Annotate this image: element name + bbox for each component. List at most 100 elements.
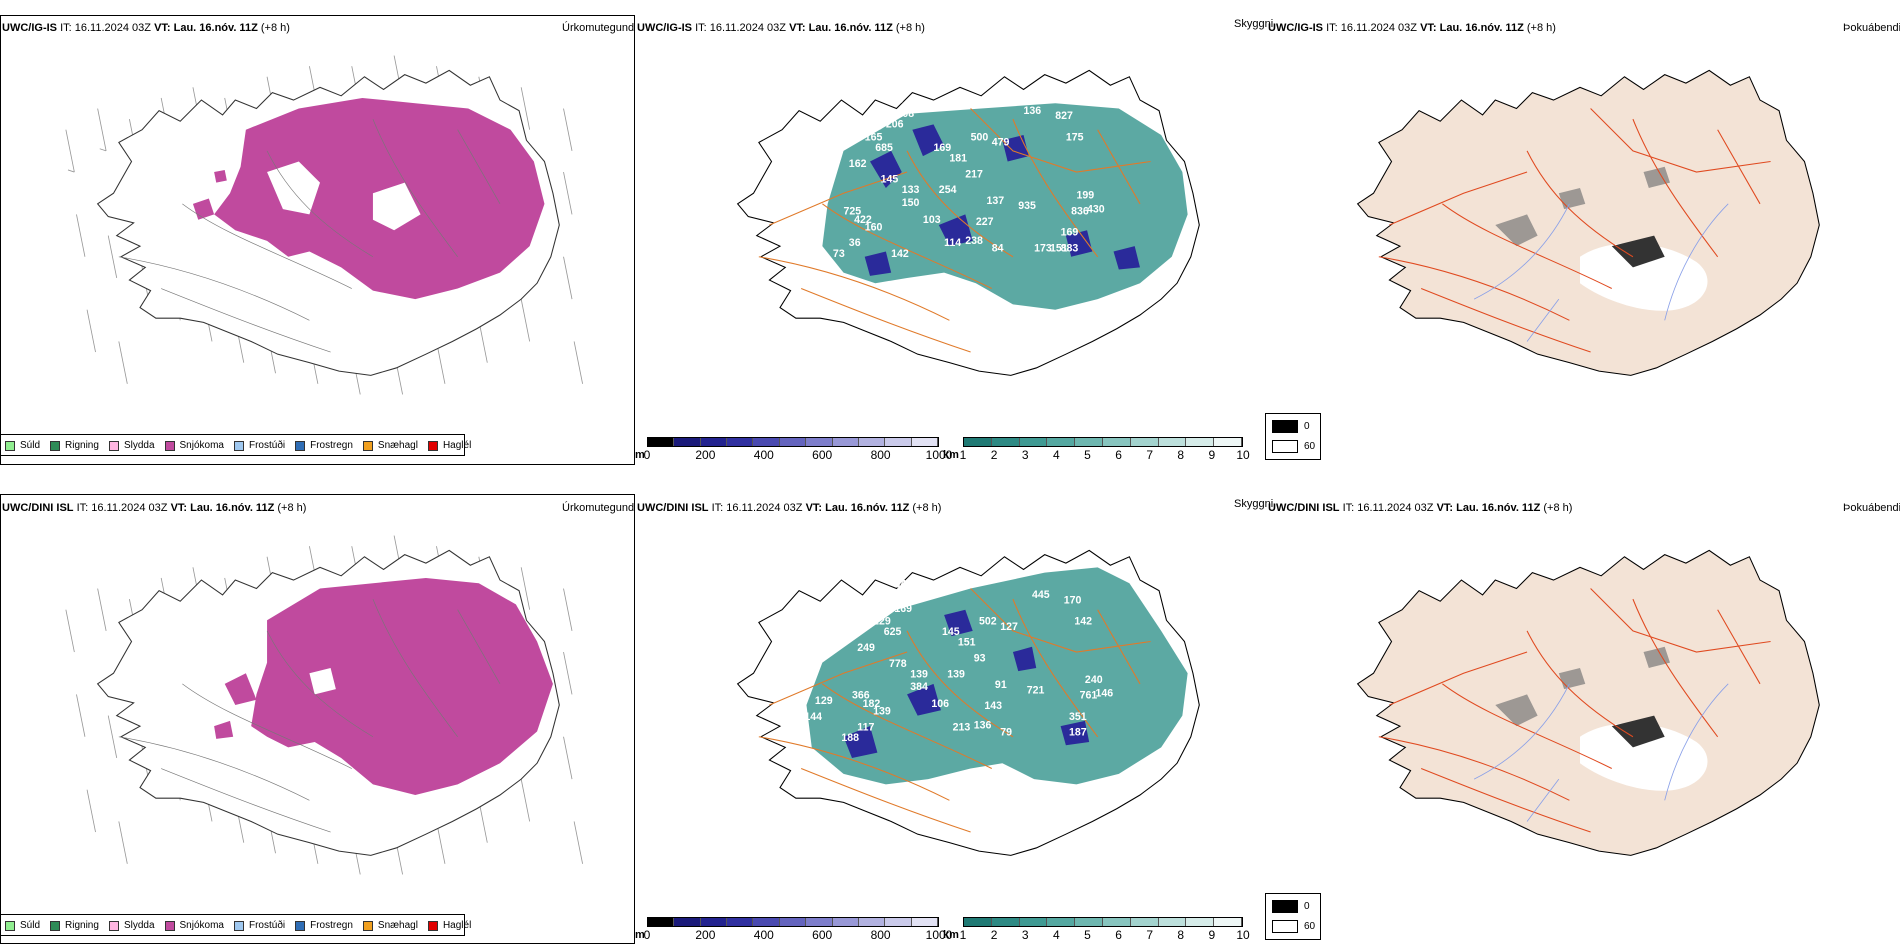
visibility-value: 143: [984, 700, 1002, 712]
visibility-value: 227: [976, 216, 994, 228]
height-colorbar-ticks: 0 200 400 600 800 1000: [643, 928, 953, 942]
visibility-value: 133: [902, 184, 920, 196]
visibility-value: 127: [1000, 621, 1018, 633]
colorbar-tick: 7: [1146, 448, 1153, 462]
visibility-value: 151: [1050, 242, 1068, 254]
km-colorbar-cells: [963, 437, 1243, 447]
height-colorbar-ticks: 0 200 400 600 800 1000: [643, 448, 953, 462]
km-colorbar-cells: [963, 917, 1243, 927]
panel-header: UWC/DINI ISL IT: 16.11.2024 03Z VT: Lau.…: [637, 502, 942, 514]
colorbar-tick: 2: [990, 448, 998, 462]
colorbar-tick: 1000: [925, 448, 953, 462]
visibility-value: 479: [992, 137, 1010, 149]
precip-panel-1: [0, 15, 635, 465]
visibility-value: 169: [934, 142, 952, 154]
visibility-value: 269: [886, 94, 904, 106]
colorbar-tick: 10: [1236, 448, 1250, 462]
visibility-value: 170: [1064, 594, 1082, 606]
visibility-value: 502: [979, 616, 997, 628]
colorbar-tick: 1: [959, 448, 967, 462]
visibility-value: 139: [873, 706, 891, 718]
colorbar-tick: 200: [695, 928, 716, 942]
visibility-value: 206: [886, 119, 904, 131]
km-colorbar: km 1 2 3 4 5 6 7 8 9 10: [943, 437, 1250, 467]
colorbar-tick: 600: [812, 928, 833, 942]
visibility-value: 169: [894, 603, 912, 615]
visibility-value: 114: [944, 237, 961, 249]
legend-item-frostudi: Frostúði: [233, 440, 285, 451]
visibility-title: Skyggni: [1234, 498, 1274, 510]
panel-header: UWC/DINI ISL IT: 16.11.2024 03Z VT: Lau.…: [2, 502, 307, 514]
visibility-value: 366: [852, 690, 870, 702]
colorbar-tick: 1: [959, 928, 967, 942]
visibility-value: 162: [849, 158, 867, 170]
visibility-value: 254: [939, 184, 957, 196]
visibility-value: 173: [1034, 242, 1052, 254]
fog-map: [1357, 549, 1820, 856]
visibility-value: 145: [881, 174, 899, 186]
visibility-value: 137: [806, 211, 824, 223]
colorbar-tick: 2: [990, 928, 998, 942]
colorbar-tick: 7: [1146, 928, 1153, 942]
precip-map: [65, 55, 584, 395]
visibility-value: 188: [841, 732, 859, 744]
visibility-value: 445: [1032, 589, 1050, 601]
visibility-value: 36: [849, 237, 861, 249]
visibility-value: 238: [965, 235, 983, 247]
visibility-value: 685: [875, 142, 893, 154]
visibility-value: 103: [923, 214, 941, 226]
colorbar-tick: 400: [753, 928, 774, 942]
colorbar-tick: 0: [643, 448, 651, 462]
visibility-value: 93: [974, 653, 986, 665]
visibility-value: 836: [1071, 205, 1089, 217]
colorbar-tick: 6: [1115, 928, 1122, 942]
valid-time: Lau. 16.nóv. 11Z: [173, 22, 258, 34]
colorbar-tick: 4: [1052, 448, 1060, 462]
visibility-value: 84: [992, 242, 1004, 254]
fog-legend: 0 60: [1265, 893, 1321, 940]
visibility-value: 175: [1066, 131, 1084, 143]
visibility-value: 761: [1080, 690, 1098, 702]
visibility-value: 336: [865, 121, 883, 133]
visibility-value: 249: [857, 642, 875, 654]
visibility-value: 187: [1069, 727, 1087, 739]
colorbar-tick: 0: [643, 928, 651, 942]
colorbar-tick: 1000: [925, 928, 953, 942]
legend-frame: [0, 434, 465, 456]
visibility-value: 430: [1087, 203, 1105, 215]
visibility-value: 883: [1061, 242, 1079, 254]
visibility-value: 160: [865, 221, 883, 233]
height-colorbar: m 0 200 400 600 800 1000: [635, 917, 953, 947]
colorbar-tick: 800: [870, 928, 891, 942]
visibility-value: 500: [971, 131, 989, 143]
panel-header: UWC/IG-IS IT: 16.11.2024 03Z VT: Lau. 16…: [2, 22, 290, 34]
legend-frame: [0, 914, 465, 936]
visibility-value: 144: [804, 711, 822, 723]
visibility-value: 725: [844, 205, 862, 217]
visibility-value: 142: [891, 248, 909, 260]
visibility-value: 139: [947, 668, 965, 680]
visibility-value: 343: [894, 578, 912, 590]
visibility-title: Skyggni: [1234, 18, 1274, 30]
visibility-value: 139: [910, 668, 928, 680]
colorbar-tick: 9: [1208, 928, 1216, 942]
legend-item-slydda: Slydda: [108, 440, 155, 451]
model-name: UWC/IG-IS: [2, 22, 57, 34]
fog-title: Þokuábendi: [1843, 22, 1900, 34]
visibility-value: 213: [953, 721, 971, 733]
precip-title: Úrkomutegund: [562, 502, 635, 514]
fog-title: Þokuábendi: [1843, 502, 1900, 514]
panel-header: UWC/IG-IS IT: 16.11.2024 03Z VT: Lau. 16…: [1268, 22, 1556, 34]
height-colorbar: m 0 200 400 600 800 1000: [635, 437, 953, 467]
colorbar-tick: 400: [753, 448, 774, 462]
visibility-value: 217: [965, 168, 983, 180]
visibility-value: 145: [942, 626, 960, 638]
km-colorbar-ticks: 1 2 3 4 5 6 7 8 9 10: [959, 448, 1250, 462]
colorbar-tick: 8: [1177, 928, 1185, 942]
visibility-value: 136: [1024, 105, 1042, 117]
colorbar-tick: 600: [812, 448, 833, 462]
colorbar-tick: 9: [1208, 448, 1216, 462]
legend-item-rigning: Rigning: [50, 440, 99, 451]
